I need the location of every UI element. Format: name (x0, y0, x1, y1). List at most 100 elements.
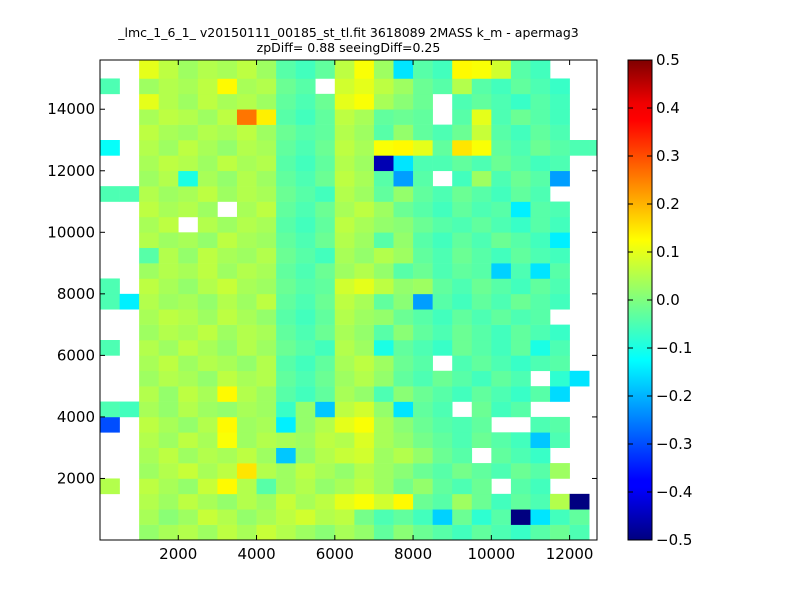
heatmap-cell (413, 370, 433, 387)
heatmap-cell (256, 401, 277, 418)
heatmap-cell (491, 93, 512, 110)
heatmap-cell (217, 463, 238, 479)
heatmap-cell (334, 278, 355, 295)
y-tick-label: 12000 (47, 162, 95, 180)
heatmap-cell (197, 232, 218, 248)
heatmap-cell (373, 60, 394, 79)
heatmap-cell (236, 401, 257, 418)
heatmap-cell (413, 155, 433, 172)
heatmap-cell (373, 478, 394, 495)
heatmap-cell (491, 155, 512, 172)
heatmap-cell (295, 432, 316, 448)
heatmap-cell (569, 140, 590, 156)
heatmap-cell (217, 78, 238, 95)
heatmap-cell (139, 140, 159, 156)
heatmap-cell (373, 463, 394, 479)
heatmap-cell (158, 60, 179, 79)
heatmap-cell (139, 170, 159, 187)
heatmap-cell (295, 355, 316, 372)
heatmap-cell (178, 478, 199, 495)
heatmap-cell (413, 478, 433, 495)
heatmap-cell (530, 355, 551, 372)
heatmap-cell (178, 155, 199, 172)
heatmap-cell (217, 493, 238, 510)
heatmap-cell (334, 509, 355, 525)
heatmap-cell (550, 463, 570, 479)
heatmap-cell (413, 524, 433, 541)
heatmap-cell (432, 247, 453, 264)
heatmap-cell (393, 93, 414, 110)
heatmap-cell (550, 216, 570, 233)
heatmap-cell (236, 140, 257, 156)
heatmap-cell (295, 416, 316, 433)
heatmap-cell (197, 263, 218, 279)
heatmap-cell (256, 432, 277, 448)
heatmap-cell (295, 324, 316, 341)
heatmap-cell (550, 109, 570, 125)
heatmap-cell (158, 247, 179, 264)
heatmap-cell (530, 293, 551, 310)
heatmap-cell (295, 247, 316, 264)
heatmap-cell (315, 263, 336, 279)
heatmap-cell (550, 493, 570, 510)
heatmap-cell (256, 93, 277, 110)
heatmap-cell (276, 509, 296, 525)
heatmap-cell (139, 60, 159, 79)
heatmap-cell (334, 140, 355, 156)
heatmap-cell (413, 60, 433, 79)
heatmap-cell (550, 370, 570, 387)
colorbar-tick-label: 0.3 (656, 147, 680, 165)
heatmap-cell (217, 216, 238, 233)
heatmap-cell (315, 432, 336, 448)
heatmap-cell (510, 60, 531, 79)
heatmap-cell (471, 509, 492, 525)
heatmap-cell (158, 340, 179, 356)
heatmap-cell (295, 93, 316, 110)
heatmap-cell (432, 340, 453, 356)
heatmap-cell (491, 170, 512, 187)
heatmap-cell (315, 278, 336, 295)
heatmap-cell (373, 447, 394, 464)
heatmap-cell (432, 463, 453, 479)
colorbar-tick-label: 0.4 (656, 99, 680, 117)
heatmap-cell (510, 463, 531, 479)
heatmap-cell (393, 78, 414, 95)
heatmap-cell (256, 124, 277, 141)
heatmap-cell (491, 263, 512, 279)
heatmap-cell (393, 124, 414, 141)
heatmap-cell (510, 201, 531, 218)
heatmap-cell (295, 370, 316, 387)
heatmap-cell (334, 478, 355, 495)
x-tick-label: 6000 (316, 545, 354, 563)
heatmap-cell (276, 109, 296, 125)
heatmap-cell (276, 524, 296, 541)
heatmap-cell (510, 324, 531, 341)
heatmap-cell (334, 232, 355, 248)
heatmap-cell (432, 186, 453, 202)
heatmap-cell (550, 355, 570, 372)
heatmap-cell (276, 370, 296, 387)
heatmap-cell (452, 416, 473, 433)
heatmap-cell (178, 93, 199, 110)
heatmap-cell (178, 247, 199, 264)
heatmap-cell (530, 493, 551, 510)
heatmap-cell (510, 93, 531, 110)
heatmap-cell (432, 263, 453, 279)
heatmap-cell (295, 293, 316, 310)
heatmap-cell (334, 60, 355, 79)
heatmap-cell (354, 109, 375, 125)
heatmap-cell (139, 93, 159, 110)
heatmap-cell (256, 263, 277, 279)
heatmap-cell (315, 309, 336, 325)
heatmap-cell (276, 216, 296, 233)
heatmap-cell (393, 201, 414, 218)
heatmap-cell (354, 93, 375, 110)
heatmap-cell (178, 124, 199, 141)
heatmap-cell (256, 109, 277, 125)
heatmap-cell (471, 247, 492, 264)
heatmap-cell (413, 124, 433, 141)
heatmap-cell (236, 463, 257, 479)
heatmap-cell (432, 524, 453, 541)
heatmap-cell (217, 232, 238, 248)
heatmap-cell (393, 432, 414, 448)
